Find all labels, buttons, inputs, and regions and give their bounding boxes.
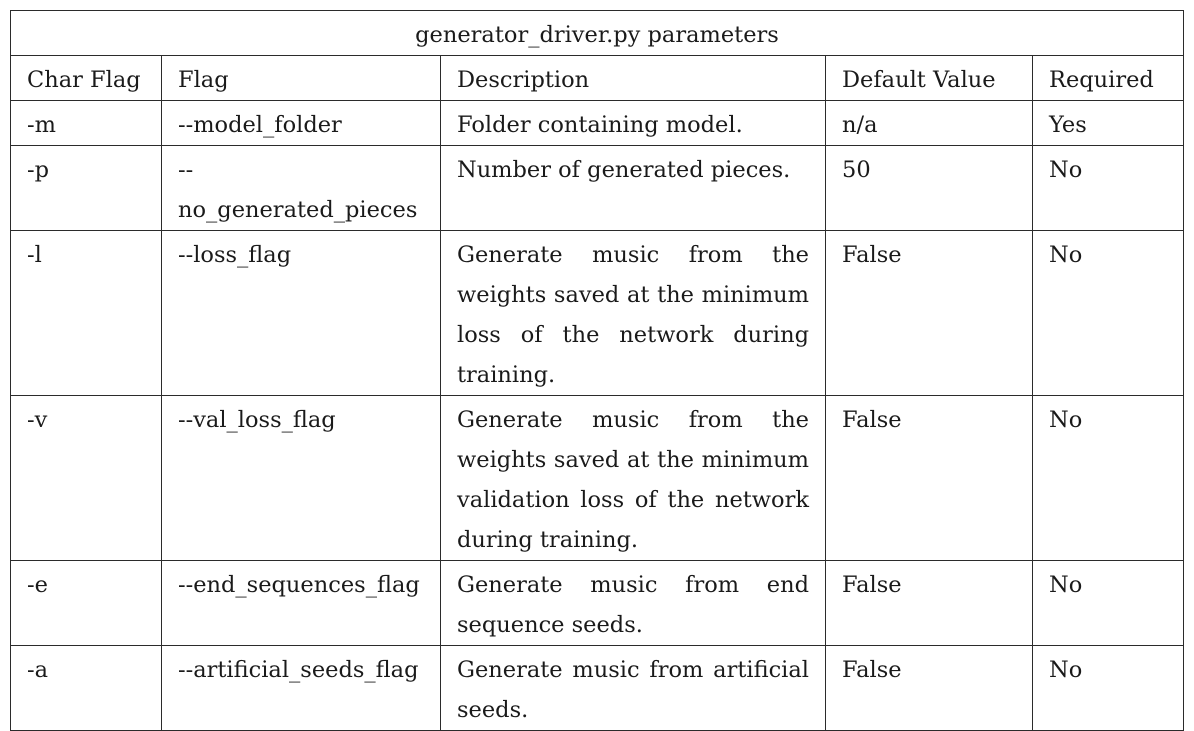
cell-default-value: False xyxy=(825,560,1033,646)
cell-description: Generate music from the weights saved at… xyxy=(440,230,826,396)
table-header-row: Char Flag Flag Description Default Value… xyxy=(10,55,1184,101)
header-flag: Flag xyxy=(161,55,441,101)
header-description: Description xyxy=(440,55,826,101)
cell-flag: --no_generated_pieces xyxy=(161,145,441,231)
table-row: -v --val_loss_flag Generate music from t… xyxy=(10,395,1184,561)
table-row: -m --model_folder Folder containing mode… xyxy=(10,100,1184,146)
cell-default-value: n/a xyxy=(825,100,1033,146)
table-row: -l --loss_flag Generate music from the w… xyxy=(10,230,1184,396)
cell-description: Generate music from artificial seeds. xyxy=(440,645,826,731)
cell-required: No xyxy=(1032,230,1184,396)
cell-default-value: 50 xyxy=(825,145,1033,231)
cell-char-flag: -a xyxy=(10,645,162,731)
cell-default-value: False xyxy=(825,395,1033,561)
cell-required: No xyxy=(1032,560,1184,646)
header-required: Required xyxy=(1032,55,1184,101)
cell-char-flag: -v xyxy=(10,395,162,561)
cell-required: No xyxy=(1032,395,1184,561)
table-title: generator_driver.py parameters xyxy=(10,10,1184,56)
header-char-flag: Char Flag xyxy=(10,55,162,101)
cell-flag: --val_loss_flag xyxy=(161,395,441,561)
table-row: -a --artificial_seeds_flag Generate musi… xyxy=(10,645,1184,731)
table-row: -p --no_generated_pieces Number of gener… xyxy=(10,145,1184,231)
cell-description: Generate music from end sequence seeds. xyxy=(440,560,826,646)
cell-flag: --end_sequences_flag xyxy=(161,560,441,646)
cell-flag: --model_folder xyxy=(161,100,441,146)
cell-flag: --artificial_seeds_flag xyxy=(161,645,441,731)
parameters-table: generator_driver.py parameters Char Flag… xyxy=(10,10,1184,731)
cell-default-value: False xyxy=(825,230,1033,396)
cell-default-value: False xyxy=(825,645,1033,731)
cell-required: Yes xyxy=(1032,100,1184,146)
cell-char-flag: -m xyxy=(10,100,162,146)
cell-char-flag: -l xyxy=(10,230,162,396)
table-row: -e --end_sequences_flag Generate music f… xyxy=(10,560,1184,646)
cell-required: No xyxy=(1032,145,1184,231)
cell-description: Generate music from the weights saved at… xyxy=(440,395,826,561)
cell-description: Folder containing model. xyxy=(440,100,826,146)
cell-char-flag: -p xyxy=(10,145,162,231)
cell-description: Number of generated pieces. xyxy=(440,145,826,231)
table-title-row: generator_driver.py parameters xyxy=(10,10,1184,56)
cell-required: No xyxy=(1032,645,1184,731)
header-default-value: Default Value xyxy=(825,55,1033,101)
cell-char-flag: -e xyxy=(10,560,162,646)
cell-flag: --loss_flag xyxy=(161,230,441,396)
